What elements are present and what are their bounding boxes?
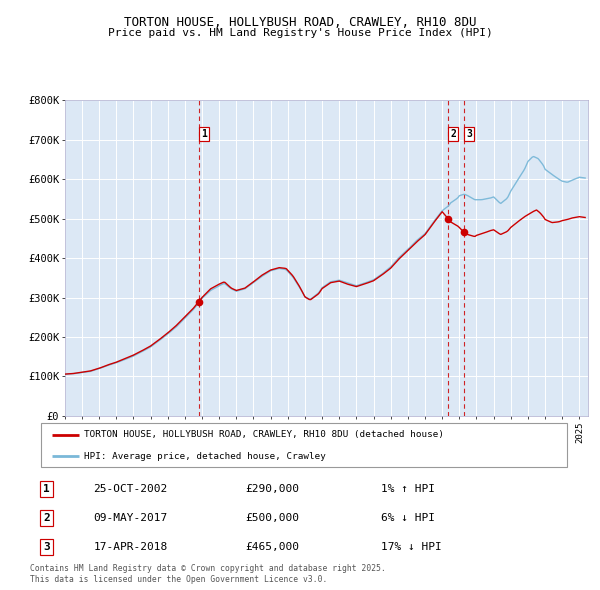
FancyBboxPatch shape bbox=[41, 423, 567, 467]
Text: Contains HM Land Registry data © Crown copyright and database right 2025.: Contains HM Land Registry data © Crown c… bbox=[30, 564, 386, 573]
Text: 3: 3 bbox=[43, 542, 50, 552]
Text: Price paid vs. HM Land Registry's House Price Index (HPI): Price paid vs. HM Land Registry's House … bbox=[107, 28, 493, 38]
Text: 09-MAY-2017: 09-MAY-2017 bbox=[94, 513, 168, 523]
Text: This data is licensed under the Open Government Licence v3.0.: This data is licensed under the Open Gov… bbox=[30, 575, 328, 584]
Text: £500,000: £500,000 bbox=[245, 513, 299, 523]
Text: 3: 3 bbox=[466, 129, 472, 139]
Text: 2: 2 bbox=[43, 513, 50, 523]
Text: 1: 1 bbox=[43, 484, 50, 494]
Text: 17% ↓ HPI: 17% ↓ HPI bbox=[380, 542, 441, 552]
Text: £290,000: £290,000 bbox=[245, 484, 299, 494]
Text: 25-OCT-2002: 25-OCT-2002 bbox=[94, 484, 168, 494]
Text: £465,000: £465,000 bbox=[245, 542, 299, 552]
Text: TORTON HOUSE, HOLLYBUSH ROAD, CRAWLEY, RH10 8DU: TORTON HOUSE, HOLLYBUSH ROAD, CRAWLEY, R… bbox=[124, 16, 476, 29]
Text: 1% ↑ HPI: 1% ↑ HPI bbox=[380, 484, 434, 494]
Text: TORTON HOUSE, HOLLYBUSH ROAD, CRAWLEY, RH10 8DU (detached house): TORTON HOUSE, HOLLYBUSH ROAD, CRAWLEY, R… bbox=[85, 431, 445, 440]
Text: 1: 1 bbox=[200, 129, 206, 139]
Text: 6% ↓ HPI: 6% ↓ HPI bbox=[380, 513, 434, 523]
Text: 17-APR-2018: 17-APR-2018 bbox=[94, 542, 168, 552]
Text: 2: 2 bbox=[450, 129, 456, 139]
Text: HPI: Average price, detached house, Crawley: HPI: Average price, detached house, Craw… bbox=[85, 452, 326, 461]
